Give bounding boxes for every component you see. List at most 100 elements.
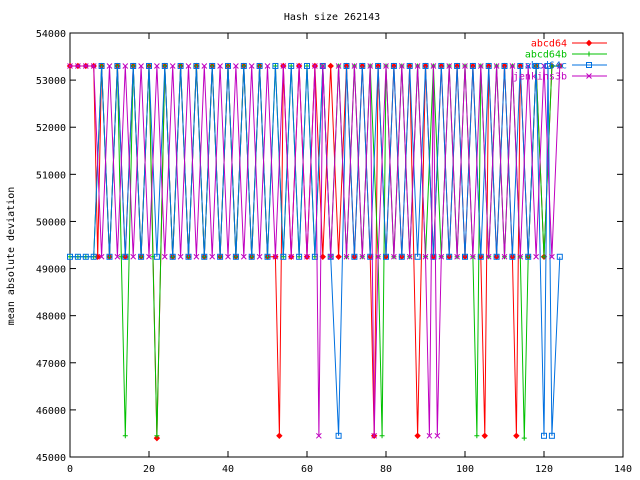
data-point xyxy=(272,253,279,260)
data-point xyxy=(556,253,563,260)
data-point xyxy=(493,63,500,69)
data-point xyxy=(446,253,453,260)
x-tick-label: 120 xyxy=(535,464,553,475)
data-point xyxy=(122,253,129,260)
data-point xyxy=(398,253,405,260)
data-point xyxy=(130,62,137,69)
data-point xyxy=(232,253,239,260)
data-point xyxy=(533,253,539,260)
data-point xyxy=(434,432,441,439)
data-point xyxy=(193,253,200,260)
data-point xyxy=(177,253,184,260)
data-point xyxy=(422,62,429,69)
data-point xyxy=(525,253,532,260)
data-point xyxy=(406,253,413,260)
data-point xyxy=(327,62,334,70)
data-point xyxy=(438,253,445,260)
data-point xyxy=(248,253,255,260)
y-axis-label: mean absolute deviation xyxy=(6,187,17,325)
data-point xyxy=(256,253,263,260)
data-point xyxy=(138,63,144,69)
data-point xyxy=(240,62,247,69)
data-point xyxy=(138,253,145,260)
data-point xyxy=(454,253,460,260)
data-point xyxy=(280,63,287,69)
data-point xyxy=(414,253,421,260)
data-point xyxy=(327,253,334,260)
data-point xyxy=(280,253,287,260)
data-point xyxy=(541,432,547,439)
data-point xyxy=(217,63,223,69)
data-point xyxy=(586,62,592,68)
data-point xyxy=(217,253,224,260)
plot-frame xyxy=(69,32,624,458)
legend-label: abcd64c xyxy=(525,61,567,72)
data-point xyxy=(256,62,263,69)
data-point xyxy=(169,63,176,69)
data-point xyxy=(114,253,121,260)
y-tick-label: 47000 xyxy=(36,359,66,370)
x-tick-label: 0 xyxy=(67,464,73,475)
data-point xyxy=(169,253,176,260)
data-point xyxy=(146,253,152,260)
data-point xyxy=(304,253,310,260)
data-point xyxy=(383,63,389,69)
data-point xyxy=(371,432,378,439)
data-point xyxy=(477,253,484,260)
data-point xyxy=(585,39,593,47)
data-point xyxy=(288,62,295,69)
data-point xyxy=(225,62,231,69)
y-tick-label: 51000 xyxy=(36,170,66,181)
series-layer xyxy=(66,62,564,442)
data-point xyxy=(82,253,89,260)
y-tick-label: 45000 xyxy=(36,453,66,464)
data-point xyxy=(75,63,81,69)
data-point xyxy=(264,63,271,69)
x-tick-label: 20 xyxy=(143,464,155,475)
data-point xyxy=(501,62,508,69)
y-tick-label: 49000 xyxy=(36,265,66,276)
data-point xyxy=(304,62,310,69)
data-point xyxy=(146,62,152,69)
data-point xyxy=(414,63,421,69)
data-point xyxy=(161,62,168,69)
data-point xyxy=(462,63,468,69)
data-point xyxy=(106,253,113,260)
data-point xyxy=(513,432,520,440)
data-point xyxy=(276,432,283,440)
data-point xyxy=(485,253,492,260)
data-point xyxy=(426,432,433,439)
y-tick-label: 48000 xyxy=(36,312,66,323)
data-point xyxy=(90,253,97,260)
data-point xyxy=(209,253,216,260)
data-point xyxy=(586,73,592,79)
data-point xyxy=(98,62,105,69)
legend-label: abcd64b xyxy=(525,50,567,61)
data-point xyxy=(586,51,592,57)
data-point xyxy=(509,253,516,260)
series-jenkins3b xyxy=(67,63,563,439)
data-point xyxy=(556,63,563,69)
chart-title: Hash size 262143 xyxy=(284,12,380,23)
data-point xyxy=(493,253,500,260)
data-point xyxy=(375,62,382,69)
data-point xyxy=(367,63,374,69)
data-point xyxy=(541,63,547,69)
data-point xyxy=(351,63,358,69)
data-point xyxy=(509,63,516,69)
data-point xyxy=(225,253,231,260)
legend-label: abcd64 xyxy=(531,39,567,50)
data-point xyxy=(209,62,216,69)
data-point xyxy=(106,63,113,69)
data-point xyxy=(379,433,385,439)
data-point xyxy=(153,253,160,260)
data-point xyxy=(319,63,326,69)
x-tick-label: 40 xyxy=(222,464,234,475)
axes: 45000 46000 47000 48000 49000 50000 51000 52000… xyxy=(36,29,632,475)
x-tick-label: 80 xyxy=(380,464,392,475)
y-tick-label: 52000 xyxy=(36,123,66,134)
data-point xyxy=(391,253,397,260)
data-point xyxy=(521,435,527,441)
x-tick-label: 140 xyxy=(614,464,632,475)
